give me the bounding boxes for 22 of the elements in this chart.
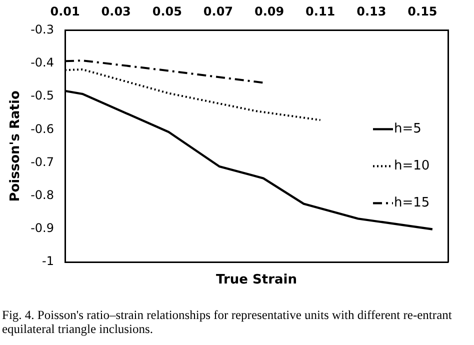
x-tick-label: 0.05 <box>152 4 182 18</box>
y-tick-label: -0.6 <box>30 122 54 136</box>
x-axis-title: True Strain <box>216 272 297 288</box>
x-tick-label: 0.07 <box>203 4 234 18</box>
legend-label: h=10 <box>394 158 430 174</box>
x-tick-label: 0.01 <box>50 4 80 18</box>
x-tick-label: 0.09 <box>254 4 284 18</box>
legend-label: h=15 <box>394 196 430 211</box>
x-tick-label: 0.13 <box>356 4 386 18</box>
y-tick-label: -0.9 <box>30 221 54 236</box>
x-tick-label: 0.11 <box>306 4 336 18</box>
y-tick-label: -0.7 <box>30 154 54 169</box>
x-tick-label: 0.15 <box>408 4 438 18</box>
y-tick-label: -0.8 <box>30 188 54 202</box>
y-tick-label: -0.5 <box>30 88 54 103</box>
y-axis-title: Poisson's Ratio <box>8 90 24 202</box>
y-tick-label: -0.3 <box>30 22 54 37</box>
x-tick-label: 0.03 <box>101 4 131 18</box>
y-tick-label: -1 <box>42 254 54 268</box>
caption: Fig. 4. Poisson's ratio–strain relationships for representative units with different re-entrant equilateral triangle inclusions. <box>2 308 453 336</box>
legend-label: h=5 <box>394 122 422 137</box>
y-tick-label: -0.4 <box>30 56 54 70</box>
